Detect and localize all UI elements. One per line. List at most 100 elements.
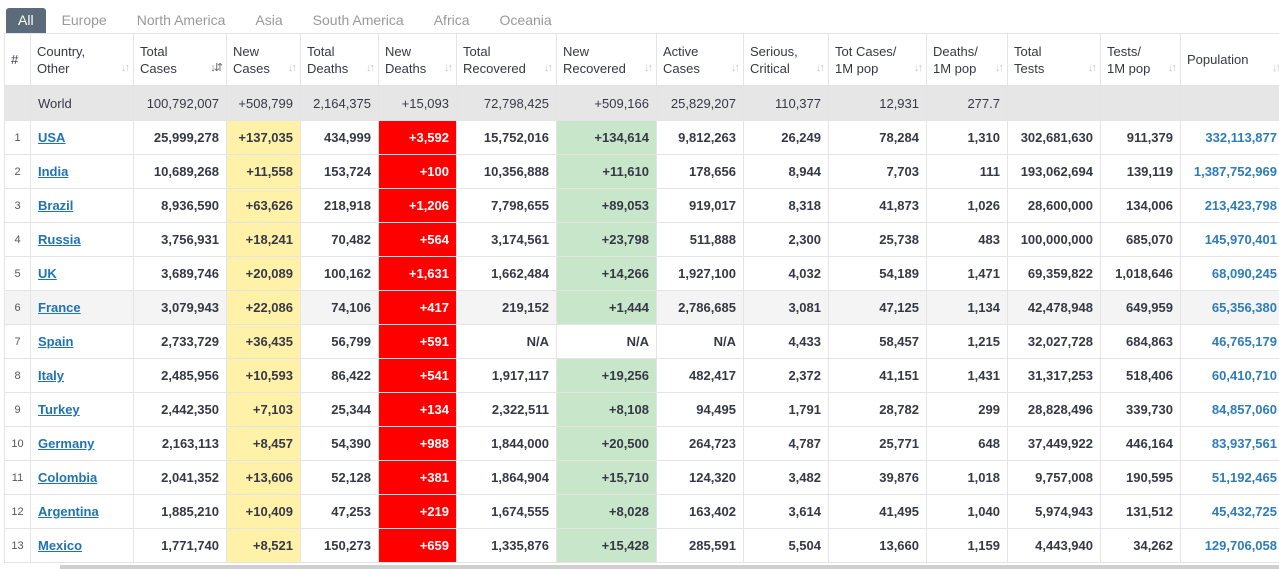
total-cases-cell: 3,756,931 xyxy=(133,222,227,257)
population-cell: 213,423,798 xyxy=(1180,188,1279,223)
sort-arrows-icon[interactable]: ↓↑ xyxy=(914,62,923,74)
row-index-cell: 2 xyxy=(4,154,31,189)
country-link[interactable]: Italy xyxy=(38,368,65,383)
total-cases-cell: 1,771,740 xyxy=(133,528,227,563)
header-total-cases[interactable]: Total Cases ↓⇵ xyxy=(133,33,227,86)
active-cases-cell: N/A xyxy=(656,324,744,359)
sort-arrows-icon[interactable]: ↓↑ xyxy=(731,62,740,74)
new-recovered-cell: +8,108 xyxy=(556,392,657,427)
tab-north-america[interactable]: North America xyxy=(136,12,226,28)
population-link[interactable]: 129,706,058 xyxy=(1204,538,1277,553)
new-recovered-cell: +134,614 xyxy=(556,120,657,155)
population-cell: 60,410,710 xyxy=(1180,358,1279,393)
header-label: New Cases xyxy=(233,43,270,76)
header-index[interactable]: # xyxy=(4,33,31,86)
header-cases-per-million[interactable]: Tot Cases/ 1M pop ↓↑ xyxy=(828,33,927,86)
header-active-cases[interactable]: Active Cases ↓↑ xyxy=(656,33,744,86)
header-population[interactable]: Population ↓↑ xyxy=(1180,33,1279,86)
tab-africa[interactable]: Africa xyxy=(433,12,470,28)
new-recovered-cell: +20,500 xyxy=(556,426,657,461)
active-cases-cell: 264,723 xyxy=(656,426,744,461)
sort-arrows-icon[interactable]: ↓↑ xyxy=(444,62,453,74)
total-deaths-cell: 434,999 xyxy=(300,120,379,155)
total-deaths-cell: 2,164,375 xyxy=(300,85,379,121)
population-link[interactable]: 65,356,380 xyxy=(1211,300,1277,315)
table-row: 4 Russia 3,756,931 +18,241 70,482 +564 3,174,5… xyxy=(4,222,1279,257)
country-cell: UK xyxy=(30,256,134,291)
total-tests-cell: 100,000,000 xyxy=(1007,222,1101,257)
country-link[interactable]: Spain xyxy=(38,334,74,349)
total-cases-cell: 25,999,278 xyxy=(133,120,227,155)
header-total-deaths[interactable]: Total Deaths ↓↑ xyxy=(300,33,379,86)
population-link[interactable]: 145,970,401 xyxy=(1204,232,1277,247)
total-tests-cell: 5,974,943 xyxy=(1007,494,1101,529)
new-cases-cell: +13,606 xyxy=(226,460,301,495)
country-link[interactable]: Germany xyxy=(38,436,95,451)
population-link[interactable]: 332,113,877 xyxy=(1205,130,1277,145)
population-link[interactable]: 51,192,465 xyxy=(1211,470,1277,485)
sort-arrows-icon[interactable]: ↓↑ xyxy=(544,62,553,74)
serious-critical-cell: 1,791 xyxy=(743,392,829,427)
serious-critical-cell: 8,318 xyxy=(743,188,829,223)
header-country[interactable]: Country, Other ↓↑ xyxy=(30,33,134,86)
population-link[interactable]: 213,423,798 xyxy=(1204,198,1277,213)
country-link[interactable]: Russia xyxy=(38,232,81,247)
total-deaths-cell: 54,390 xyxy=(300,426,379,461)
active-cases-cell: 94,495 xyxy=(656,392,744,427)
country-cell: France xyxy=(30,290,134,325)
country-link[interactable]: Turkey xyxy=(38,402,80,417)
tab-asia[interactable]: Asia xyxy=(255,12,283,28)
table-row: 7 Spain 2,733,729 +36,435 56,799 +591 N/A N/A N/… xyxy=(4,324,1279,359)
total-recovered-cell: 1,844,000 xyxy=(456,426,557,461)
total-tests-cell xyxy=(1007,85,1101,121)
sort-arrows-icon[interactable]: ↓↑ xyxy=(288,62,297,74)
row-index-cell xyxy=(4,85,31,121)
total-tests-cell: 28,828,496 xyxy=(1007,392,1101,427)
header-total-tests[interactable]: Total Tests ↓↑ xyxy=(1007,33,1101,86)
tab-europe[interactable]: Europe xyxy=(61,12,107,28)
population-link[interactable]: 45,432,725 xyxy=(1211,504,1277,519)
header-deaths-per-million[interactable]: Deaths/ 1M pop ↓↑ xyxy=(926,33,1008,86)
country-link[interactable]: Mexico xyxy=(38,538,83,553)
header-label: Tests/ 1M pop xyxy=(1107,43,1151,76)
sort-arrows-icon[interactable]: ↓↑ xyxy=(995,62,1004,74)
population-link[interactable]: 84,857,060 xyxy=(1211,402,1277,417)
horizontal-scrollbar[interactable] xyxy=(60,565,1279,569)
tab-all[interactable]: All xyxy=(6,8,46,33)
sort-arrows-icon[interactable]: ↓↑ xyxy=(1088,62,1097,74)
header-new-cases[interactable]: New Cases ↓↑ xyxy=(226,33,301,86)
sort-arrows-icon[interactable]: ↓↑ xyxy=(366,62,375,74)
total-recovered-cell: 15,752,016 xyxy=(456,120,557,155)
tab-oceania[interactable]: Oceania xyxy=(499,12,552,28)
new-deaths-cell: +417 xyxy=(378,290,457,325)
country-link[interactable]: Brazil xyxy=(38,198,74,213)
header-serious-critical[interactable]: Serious, Critical ↓↑ xyxy=(743,33,829,86)
table-row: 8 Italy 2,485,956 +10,593 86,422 +541 1,917,11… xyxy=(4,358,1279,393)
sort-arrows-icon[interactable]: ↓↑ xyxy=(1272,62,1279,74)
sort-arrows-icon[interactable]: ↓⇵ xyxy=(210,62,223,74)
country-link[interactable]: USA xyxy=(38,130,66,145)
sort-arrows-icon[interactable]: ↓↑ xyxy=(1168,62,1177,74)
cases-per-million-cell: 39,876 xyxy=(828,460,927,495)
population-link[interactable]: 83,937,561 xyxy=(1211,436,1277,451)
sort-arrows-icon[interactable]: ↓↑ xyxy=(816,62,825,74)
total-recovered-cell: N/A xyxy=(456,324,557,359)
header-tests-per-million[interactable]: Tests/ 1M pop ↓↑ xyxy=(1100,33,1181,86)
population-link[interactable]: 1,387,752,969 xyxy=(1193,164,1277,179)
sort-arrows-icon[interactable]: ↓↑ xyxy=(121,62,130,74)
new-cases-cell: +11,558 xyxy=(226,154,301,189)
country-link[interactable]: Argentina xyxy=(38,504,99,519)
population-link[interactable]: 68,090,245 xyxy=(1211,266,1277,281)
sort-arrows-icon[interactable]: ↓↑ xyxy=(644,62,653,74)
header-new-recovered[interactable]: New Recovered ↓↑ xyxy=(556,33,657,86)
tab-south-america[interactable]: South America xyxy=(312,12,404,28)
country-link[interactable]: Colombia xyxy=(38,470,98,485)
header-total-recovered[interactable]: Total Recovered ↓↑ xyxy=(456,33,557,86)
header-new-deaths[interactable]: New Deaths ↓↑ xyxy=(378,33,457,86)
country-link[interactable]: France xyxy=(38,300,81,315)
population-link[interactable]: 60,410,710 xyxy=(1211,368,1277,383)
population-link[interactable]: 46,765,179 xyxy=(1211,334,1277,349)
active-cases-cell: 163,402 xyxy=(656,494,744,529)
country-link[interactable]: India xyxy=(38,164,69,179)
country-link[interactable]: UK xyxy=(38,266,57,281)
